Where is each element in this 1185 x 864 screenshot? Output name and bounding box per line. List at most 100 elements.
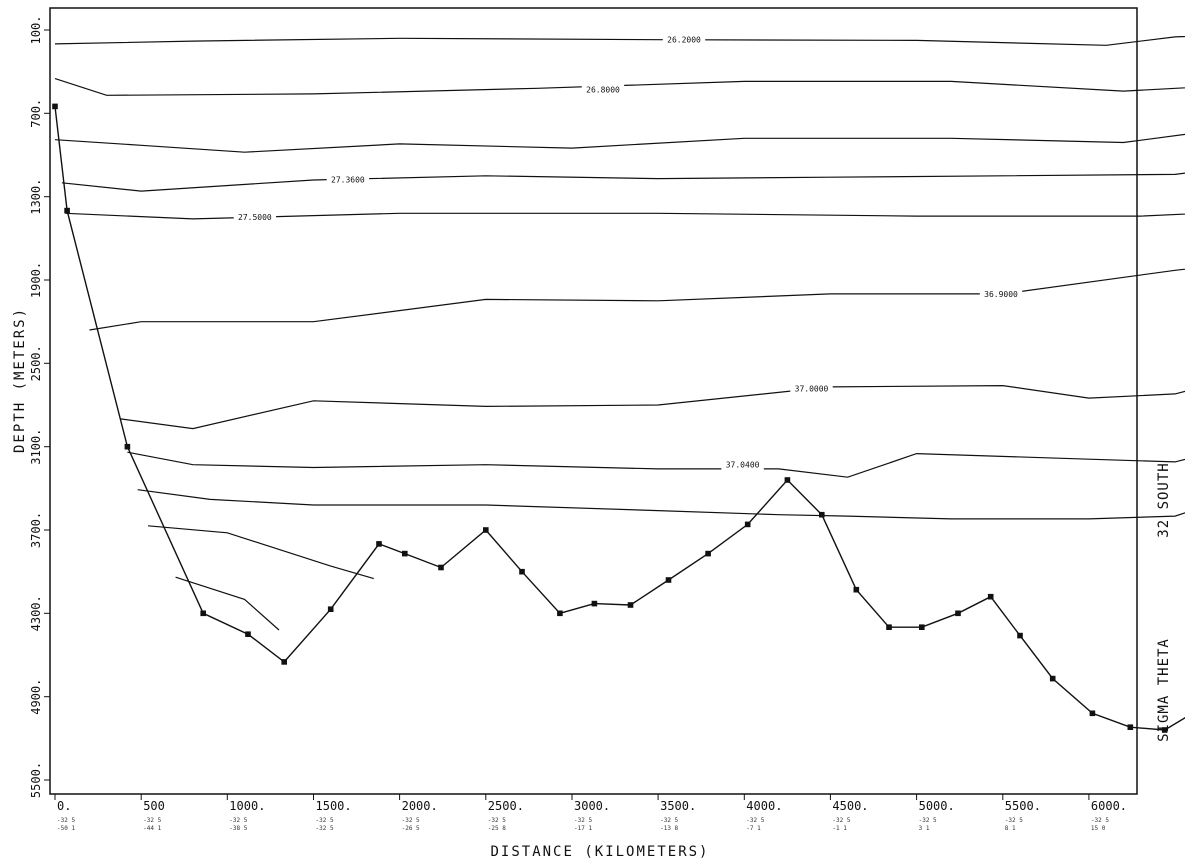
station-lon-label: -44 1 xyxy=(143,825,161,832)
isopycnal-label: 37.0000 xyxy=(795,384,829,393)
station-point xyxy=(64,207,70,214)
station-point xyxy=(1089,710,1096,717)
y-tick-label: 4300. xyxy=(29,595,43,631)
station-point xyxy=(1017,632,1023,639)
station-lat-label: -32 5 xyxy=(919,817,937,824)
isopycnal-line xyxy=(148,525,374,580)
station-lon-label: -25 8 xyxy=(488,825,506,832)
station-lat-label: -32 5 xyxy=(402,817,420,824)
isopycnal-lines: 26.200026.800027.200027.360027.500036.90… xyxy=(54,33,1185,631)
station-point xyxy=(784,477,791,483)
station-lon-label: -38 5 xyxy=(229,825,247,832)
isopycnal-line xyxy=(89,268,1185,331)
station-point xyxy=(52,103,58,110)
station-lon-label: -13 8 xyxy=(660,825,678,832)
x-tick-label: 1000. xyxy=(229,799,265,813)
station-lat-label: -32 5 xyxy=(574,817,592,824)
isopycnal-label-bg xyxy=(581,83,625,95)
station-lat-label: -32 5 xyxy=(57,817,75,824)
x-axis: 0. 500 1000. 1500. 2000. 2500. 3000. 3500. 4000.… xyxy=(54,794,1127,832)
isopycnal-label-bg xyxy=(979,287,1023,299)
x-tick-label: 2000. xyxy=(402,799,438,813)
station-lon-label: 8 1 xyxy=(1005,825,1016,832)
station-lon-label: -26 5 xyxy=(402,825,420,832)
station-point xyxy=(819,511,825,518)
plot-border xyxy=(49,7,1138,795)
isopycnal-line xyxy=(54,35,1185,46)
station-point xyxy=(591,600,598,607)
x-tick-label: 1500. xyxy=(316,799,352,813)
station-point xyxy=(853,586,860,593)
y-tick-label: 5500. xyxy=(29,762,43,798)
isopycnal-label: 27.3600 xyxy=(331,175,365,184)
isopycnal-line xyxy=(137,489,1185,520)
station-point xyxy=(327,606,334,612)
y-tick-label: 1300. xyxy=(29,179,43,215)
station-lat-label: -32 5 xyxy=(488,817,506,824)
x-tick-label: 5500. xyxy=(1005,799,1041,813)
isopycnal-label: 36.9000 xyxy=(984,290,1018,299)
station-point xyxy=(665,577,672,583)
station-point xyxy=(627,602,634,608)
isopycnal-line xyxy=(54,78,1185,96)
isopycnal-line xyxy=(65,212,1185,220)
station-point xyxy=(281,659,287,665)
station-point xyxy=(200,610,206,617)
x-tick-label: 3500. xyxy=(660,799,696,813)
isopycnal-line xyxy=(127,451,1185,478)
station-point xyxy=(1127,724,1134,730)
station-lon-label: 15 0 xyxy=(1091,825,1106,832)
isopycnal-line xyxy=(61,172,1185,192)
chart-title: 32 SOUTH xyxy=(1156,462,1172,537)
station-lat-label: -32 5 xyxy=(143,817,161,824)
station-lat-label: -32 5 xyxy=(1091,817,1109,824)
bottom-profile xyxy=(52,103,1185,733)
chart-subtitle: SIGMA THETA xyxy=(1156,638,1172,742)
station-point xyxy=(955,610,961,617)
station-lon-label: -50 1 xyxy=(57,825,75,832)
x-tick-label: 4000. xyxy=(746,799,782,813)
station-point xyxy=(744,521,751,528)
station-lat-label: -32 5 xyxy=(316,817,334,824)
station-point xyxy=(483,527,489,533)
station-lon-label: -1 1 xyxy=(832,825,847,832)
isopycnal-line xyxy=(54,133,1185,153)
isopycnal-label: 27.5000 xyxy=(238,213,272,222)
x-tick-label: 500 xyxy=(143,799,165,813)
x-tick-label: 3000. xyxy=(574,799,610,813)
bottom-profile-line xyxy=(54,106,1185,731)
station-point xyxy=(245,631,251,637)
isopycnal-label: 37.0400 xyxy=(726,461,760,470)
y-axis: 100. 700. 1300. 1900. 2500. 3100. 3700. 4300. 49… xyxy=(29,16,50,798)
x-tick-label: 6000. xyxy=(1091,799,1127,813)
y-tick-label: 4900. xyxy=(29,679,43,715)
station-point xyxy=(1049,675,1056,682)
station-point xyxy=(886,624,892,630)
isopycnal-label-bg xyxy=(662,33,706,45)
station-point xyxy=(519,568,525,575)
station-lat-label: -32 5 xyxy=(832,817,850,824)
isopycnal-label-bg xyxy=(721,458,764,470)
station-lon-label: -17 1 xyxy=(574,825,592,832)
station-point xyxy=(705,550,711,557)
x-axis-label: DISTANCE (KILOMETERS) xyxy=(490,844,709,860)
isopycnal-label: 26.2000 xyxy=(667,36,701,45)
station-lat-label: -32 5 xyxy=(660,817,678,824)
station-point xyxy=(557,610,563,617)
station-lon-label: -32 5 xyxy=(316,825,334,832)
isopycnal-label-bg xyxy=(790,382,833,394)
y-tick-label: 700. xyxy=(29,99,43,128)
station-point xyxy=(124,443,131,450)
y-tick-label: 2500. xyxy=(29,345,43,381)
station-point xyxy=(402,550,408,557)
isopycnal-line xyxy=(120,384,1185,430)
station-lon-label: -7 1 xyxy=(746,825,761,832)
isopycnal-label-bg xyxy=(326,173,370,185)
isopycnal-label: 26.8000 xyxy=(586,86,620,95)
station-point xyxy=(1161,727,1168,733)
y-tick-label: 1900. xyxy=(29,262,43,298)
station-lon-label: 3 1 xyxy=(919,825,930,832)
x-tick-label: 5000. xyxy=(919,799,955,813)
